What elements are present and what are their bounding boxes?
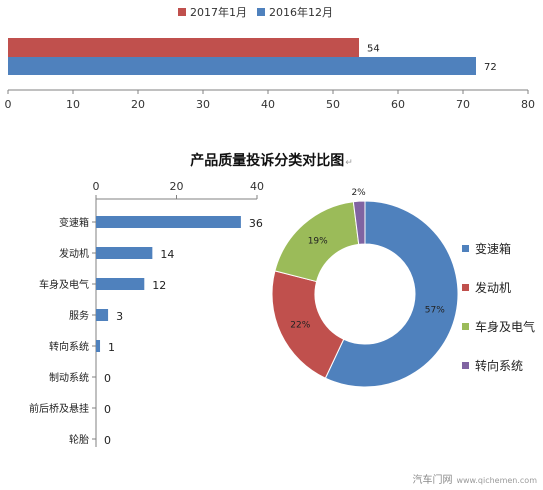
left-category-label-1: 发动机 [59,247,89,260]
top-x-tick-label-4: 40 [261,98,275,111]
left-bar-value-1: 14 [160,248,174,261]
top-x-tick-label-1: 10 [66,98,80,111]
donut-legend-swatch-0 [462,245,469,252]
top-x-tick-label-7: 70 [456,98,470,111]
donut-legend-item-0: 变速箱 [462,229,535,268]
top-x-tick-label-2: 20 [131,98,145,111]
left-bar-2 [96,278,145,290]
legend-label-2017-1: 2017年1月 [190,6,247,19]
donut-label-2: 19% [308,236,328,246]
left-bar-value-0: 36 [249,217,263,230]
watermark-name: 汽车门网 [412,475,453,486]
left-bar-3 [96,309,109,321]
watermark-url: www.qichemen.com [456,476,537,485]
left-category-label-4: 转向系统 [49,340,89,353]
left-x-tick-label-2: 40 [250,180,264,193]
left-bar-value-3: 3 [116,310,123,323]
left-bar-value-7: 0 [104,434,111,447]
top-bar-0 [8,38,359,57]
left-bar-value-6: 0 [104,403,111,416]
legend-swatch-2017-1 [178,8,186,16]
top-x-tick-label-8: 80 [521,98,535,111]
donut-legend-swatch-2 [462,323,469,330]
left-bar-1 [96,247,153,259]
legend-item-2016-12: 2016年12月 [257,4,333,20]
chart-title-text: 产品质量投诉分类对比图 [190,153,345,169]
donut-label-0: 57% [425,306,445,316]
watermark: 汽车门网 www.qichemen.com [412,471,537,486]
top-bar-value-0: 54 [367,44,380,55]
left-bar-value-4: 1 [108,341,115,354]
donut-legend-item-2: 车身及电气 [462,307,535,346]
left-bar-0 [96,216,241,228]
top-x-tick-label-0: 0 [5,98,12,111]
donut-slice-3 [352,200,366,245]
left-category-label-3: 服务 [69,309,89,322]
left-x-tick-label-1: 20 [170,180,184,193]
left-x-tick-label-0: 0 [93,180,100,193]
left-bar-value-2: 12 [152,279,166,292]
legend-label-2016-12: 2016年12月 [269,6,333,19]
legend-item-2017-1: 2017年1月 [178,4,247,20]
top-x-tick-label-5: 50 [326,98,340,111]
donut-legend-label-3: 转向系统 [475,359,524,373]
donut-label-1: 22% [290,320,310,330]
donut-legend-label-1: 发动机 [475,281,512,295]
left-bar-4 [96,340,101,352]
left-category-label-7: 轮胎 [69,433,89,446]
legend-swatch-2016-12 [257,8,265,16]
left-category-label-0: 变速箱 [59,216,89,229]
top-bar-value-1: 72 [484,62,497,73]
top-x-tick-label-3: 30 [196,98,210,111]
top-bar-1 [8,57,476,75]
left-category-label-2: 车身及电气 [39,278,89,291]
chart-title: 产品质量投诉分类对比图↵ [0,150,543,170]
left-category-label-6: 前后桥及悬挂 [29,402,89,415]
donut-legend-swatch-1 [462,284,469,291]
title-return-mark: ↵ [345,158,353,168]
donut-legend-item-1: 发动机 [462,268,535,307]
top-x-tick-label-6: 60 [391,98,405,111]
donut-legend-swatch-3 [462,362,469,369]
donut-legend: 变速箱发动机车身及电气转向系统 [462,229,535,385]
donut-label-3: 2% [351,188,366,198]
left-category-label-5: 制动系统 [49,371,89,384]
left-bar-value-5: 0 [104,372,111,385]
donut-legend-label-0: 变速箱 [475,242,512,256]
donut-legend-item-3: 转向系统 [462,346,535,385]
donut-legend-label-2: 车身及电气 [475,320,536,334]
top-chart-legend: 2017年1月 2016年12月 [178,4,333,20]
donut-slice-0 [324,200,459,388]
